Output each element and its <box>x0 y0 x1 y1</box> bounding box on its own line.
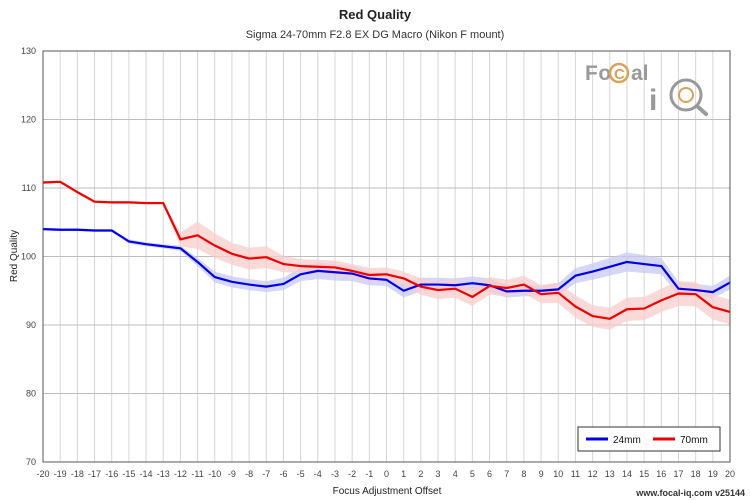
x-tick-label: -4 <box>314 469 322 479</box>
x-tick-label: -2 <box>348 469 356 479</box>
plot-frame <box>42 50 731 463</box>
focal-iq-logo: Fo C al i <box>585 62 708 117</box>
legend: 24mm 70mm <box>577 426 721 452</box>
x-tick-label: 1 <box>401 469 406 479</box>
series-lines <box>42 180 731 320</box>
x-tick-label: -8 <box>245 469 253 479</box>
x-tick-label: -3 <box>331 469 339 479</box>
y-tick-label: 110 <box>22 183 36 193</box>
x-tick-label: 12 <box>588 469 598 479</box>
y-tick-label: 120 <box>21 115 36 125</box>
x-tick-label: 0 <box>384 469 389 479</box>
footer-url: www.focal-iq.com v25144 <box>635 488 745 498</box>
x-tick-label: 5 <box>470 469 475 479</box>
x-tick-label: 19 <box>708 469 718 479</box>
legend-label-24mm: 24mm <box>613 435 641 446</box>
x-tick-label: -5 <box>297 469 305 479</box>
svg-text:i: i <box>649 84 657 117</box>
chart-title: Red Quality <box>339 7 412 22</box>
x-tick-label: -10 <box>208 469 221 479</box>
y-axis-label: Red Quality <box>9 230 20 282</box>
x-tick-label: 15 <box>639 469 649 479</box>
x-tick-label: 4 <box>453 469 458 479</box>
y-tick-label: 80 <box>26 389 36 399</box>
x-tick-label: -15 <box>122 469 135 479</box>
x-tick-label: -11 <box>191 469 203 479</box>
x-tick-label: -9 <box>228 469 236 479</box>
x-tick-label: 10 <box>553 469 563 479</box>
svg-text:Fo: Fo <box>585 62 612 85</box>
x-axis-label: Focus Adjustment Offset <box>333 486 442 497</box>
series-line-70mm <box>42 180 731 320</box>
band-24mm <box>43 227 730 299</box>
x-tick-label: -20 <box>36 469 49 479</box>
x-tick-label: -19 <box>54 469 67 479</box>
x-tick-label: 2 <box>418 469 423 479</box>
x-tick-label: -18 <box>71 469 84 479</box>
y-tick-label: 70 <box>26 457 36 467</box>
x-tick-label: -1 <box>365 469 373 479</box>
x-tick-label: 3 <box>436 469 441 479</box>
x-tick-label: -6 <box>279 469 287 479</box>
legend-box <box>577 426 721 452</box>
x-tick-label: 8 <box>521 469 526 479</box>
x-tick-label: -13 <box>157 469 170 479</box>
x-tick-label: 20 <box>725 469 735 479</box>
x-tick-label: 18 <box>691 469 701 479</box>
x-tick-label: 7 <box>504 469 509 479</box>
x-tick-label: 16 <box>656 469 666 479</box>
y-tick-label: 130 <box>21 46 36 56</box>
x-tick-label: 11 <box>571 469 580 479</box>
y-tick-label: 90 <box>26 320 36 330</box>
x-tick-label: 13 <box>605 469 615 479</box>
x-tick-label: 6 <box>487 469 492 479</box>
x-tick-label: -16 <box>105 469 118 479</box>
y-tick-label: 100 <box>21 252 36 262</box>
x-tick-label: -17 <box>88 469 101 479</box>
tick-labels: -20 -19 -18 -17 -16 -15 -14 -13 -12 -11 -10 -9 -8 -7-… <box>21 46 735 479</box>
x-tick-label: 17 <box>673 469 683 479</box>
x-tick-label: 14 <box>622 469 632 479</box>
legend-label-70mm: 70mm <box>680 435 708 446</box>
x-tick-label: -7 <box>262 469 270 479</box>
x-tick-label: -14 <box>140 469 153 479</box>
axes <box>42 50 731 463</box>
chart-subtitle: Sigma 24-70mm F2.8 EX DG Macro (Nikon F … <box>246 29 505 41</box>
series-line-24mm <box>42 228 731 294</box>
x-tick-label: -12 <box>174 469 187 479</box>
x-tick-label: 9 <box>539 469 544 479</box>
svg-text:C: C <box>614 66 625 83</box>
svg-text:al: al <box>631 62 649 85</box>
